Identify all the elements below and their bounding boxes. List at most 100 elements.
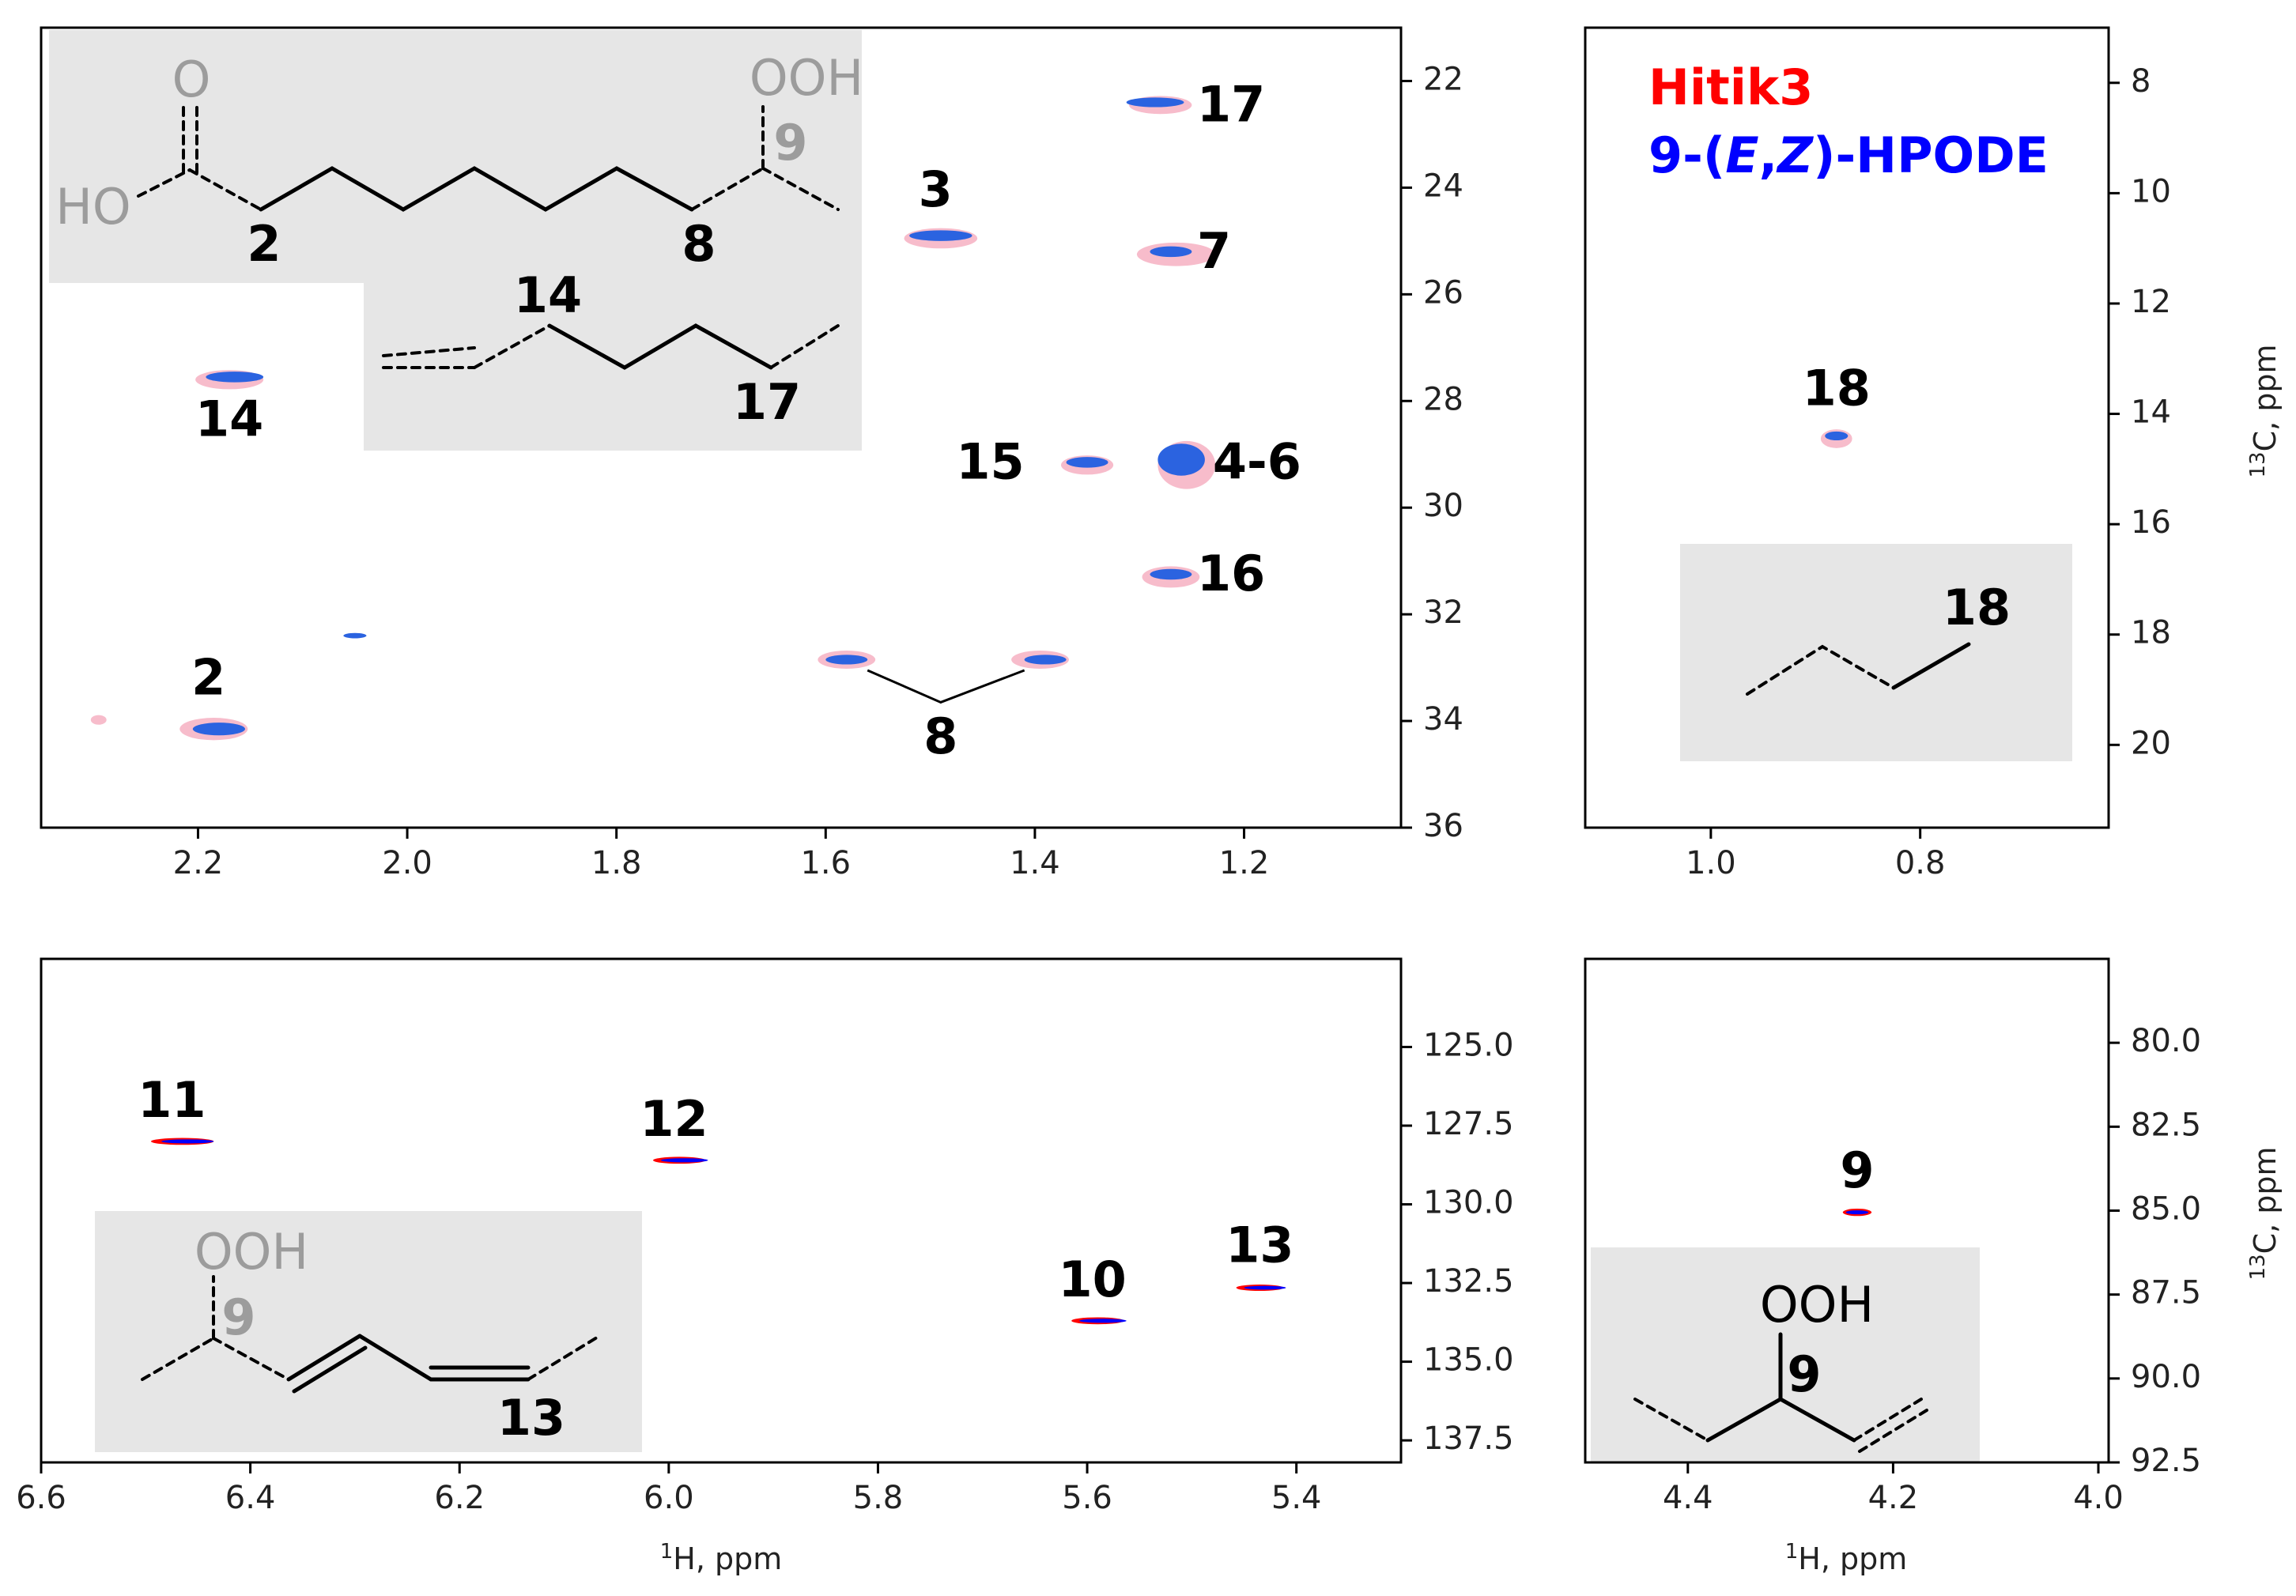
- xtick-label-1.6: 1.6: [800, 845, 851, 881]
- xlabel-bottom-right: 1H, ppm: [1785, 1540, 1908, 1576]
- ytick-label-36: 36: [1423, 808, 1463, 844]
- ytick-label-127.5: 127.5: [1423, 1106, 1514, 1142]
- label-c9-b: 9: [221, 1288, 255, 1346]
- label-ooh-c: OOH: [1760, 1276, 1874, 1334]
- label-c17: 17: [733, 373, 801, 431]
- peak-label-3: 3: [919, 160, 953, 218]
- annotations-bottom-left: 11 12 10 13: [138, 1071, 1293, 1308]
- bracket-line-8: [867, 669, 1025, 704]
- label-ooh: OOH: [750, 49, 863, 107]
- peaks-top-right: [1820, 429, 1852, 448]
- ytick-label-14: 14: [2131, 394, 2171, 431]
- c8-c9-dashed-c: [1633, 1398, 1709, 1442]
- ytick-label-130.0: 130.0: [1423, 1185, 1514, 1221]
- xtick-label-5.8: 5.8: [853, 1480, 904, 1516]
- peak-label-11: 11: [138, 1071, 206, 1129]
- c8-c9-bond-b: [141, 1337, 215, 1381]
- structure-bottom-right: [1633, 1332, 1928, 1453]
- ytick-label-125.0: 125.0: [1423, 1027, 1514, 1063]
- legend-hpode-comma: ,: [1759, 126, 1778, 184]
- c17-c18-solid-bond: [1891, 642, 1971, 690]
- legend-hpode-suffix: )-HPODE: [1813, 126, 2049, 184]
- xtick-label-0.8: 0.8: [1895, 845, 1946, 881]
- c11-c12-bond: [357, 1334, 433, 1382]
- ytick-label-18: 18: [2131, 615, 2171, 651]
- c9-c10-bond-b: [212, 1337, 290, 1381]
- peak-label-13: 13: [1225, 1216, 1293, 1273]
- peak-hpode-6: [1150, 568, 1192, 580]
- xtick-label-2.0: 2.0: [382, 845, 432, 881]
- ytick-label-12: 12: [2131, 284, 2171, 320]
- peaks-bottom-right: [1842, 1208, 1872, 1217]
- c10-c11-dashed-b: [1858, 1409, 1928, 1453]
- c13-c14-bond: [473, 324, 551, 369]
- peak-label-17: 17: [1197, 75, 1265, 133]
- peak-label-4-6: 4-6: [1213, 432, 1301, 490]
- xlabel-bottom-left: 1H, ppm: [660, 1540, 783, 1576]
- peak-hitik3-10: [90, 715, 107, 725]
- ytick-label-132.5: 132.5: [1423, 1263, 1514, 1300]
- ytick-label-10: 10: [2131, 173, 2171, 209]
- c10-c11-double-b: [292, 1345, 368, 1394]
- peak-hpode-0: [1825, 431, 1849, 441]
- c8-c9-bond: [690, 167, 765, 211]
- xtick-label-4.4: 4.4: [1663, 1480, 1713, 1516]
- chain-c14-c17: [547, 323, 773, 370]
- label-c14: 14: [514, 266, 582, 324]
- xtick-label-5.6: 5.6: [1062, 1480, 1112, 1516]
- legend-entry-hpode: 9-(E,Z)-HPODE: [1648, 126, 2049, 184]
- xtick-label-1.2: 1.2: [1219, 845, 1270, 881]
- peak-label-2: 2: [191, 649, 225, 707]
- c10-c11-double-a: [286, 1334, 362, 1382]
- ytick-label-28: 28: [1423, 381, 1463, 417]
- structure-top-right: [1746, 642, 1971, 696]
- ytick-label-92.5: 92.5: [2131, 1443, 2201, 1479]
- label-c2: 2: [247, 215, 281, 273]
- axes-ticks-bottom-right: 4.4 4.2 4.0 80.0 82.5 85.0 87.5 90.0 92.5: [1663, 1023, 2201, 1516]
- peak-hpode-2: [1079, 1319, 1127, 1323]
- c9-c10-bond: [761, 167, 840, 211]
- axes-frame-top-right: [1584, 26, 2110, 829]
- peak-label-14: 14: [195, 390, 263, 447]
- annotations-top-left: 17 3 7 14 15 4-6 16 2 8: [191, 75, 1301, 764]
- ytick-label-26: 26: [1423, 274, 1463, 311]
- structure-top-left-labels: O OOH HO 9 2 8 14 17: [55, 49, 863, 431]
- annotations-bottom-right: 9: [1840, 1141, 1874, 1199]
- peak-hpode-0: [1845, 1210, 1869, 1215]
- xtick-label-1.8: 1.8: [591, 845, 642, 881]
- peak-hpode-7: [343, 632, 367, 639]
- axes-frame-bottom-left: [40, 957, 1403, 1464]
- c1-c2-bond: [188, 168, 262, 211]
- peak-hpode-9: [1024, 655, 1067, 665]
- annotations-top-right: 18: [1803, 360, 1871, 417]
- peak-hpode-5: [1157, 443, 1205, 476]
- label-c13-b: 13: [497, 1389, 565, 1447]
- structure-bottom-left-labels: OOH 9 13: [194, 1223, 565, 1447]
- c17-c18-bond: [769, 324, 840, 369]
- peak-hpode-0: [161, 1139, 214, 1144]
- peak-hpode-1: [660, 1158, 708, 1163]
- ytick-label-24: 24: [1423, 168, 1463, 204]
- ytick-label-8: 8: [2131, 63, 2151, 100]
- xtick-label-6.2: 6.2: [434, 1480, 485, 1516]
- peak-label-8: 8: [923, 707, 957, 765]
- ylabel-top-right: 13C, ppm: [2246, 344, 2283, 477]
- ytick-label-30: 30: [1423, 488, 1463, 524]
- peak-label-15: 15: [956, 432, 1024, 490]
- hydroxyl-bond: [137, 168, 191, 198]
- xtick-label-1.4: 1.4: [1010, 845, 1060, 881]
- ytick-label-90.0: 90.0: [2131, 1359, 2201, 1395]
- legend-entry-hitik3: Hitik3: [1648, 58, 1813, 116]
- ytick-label-87.5: 87.5: [2131, 1275, 2201, 1311]
- c13-c14-bond-b: [527, 1336, 599, 1381]
- peak-label-12: 12: [640, 1090, 708, 1148]
- axes-ticks-bottom-left: 6.6 6.4 6.2 6.0 5.8 5.6 5.4 125.0 127.5 130.0 132.…: [16, 1027, 1513, 1516]
- peak-hpode-8: [825, 655, 868, 665]
- axes-ticks-top-right: 1.0 0.8 8 10 12 14 16 18 20: [1686, 63, 2171, 881]
- double-bond-a: [382, 346, 476, 357]
- label-ooh-b: OOH: [194, 1223, 308, 1281]
- legend-hpode-prefix: 9-(: [1648, 126, 1725, 184]
- structure-bottom-left-box: [95, 1211, 642, 1452]
- peaks-bottom-left: [150, 1138, 1286, 1325]
